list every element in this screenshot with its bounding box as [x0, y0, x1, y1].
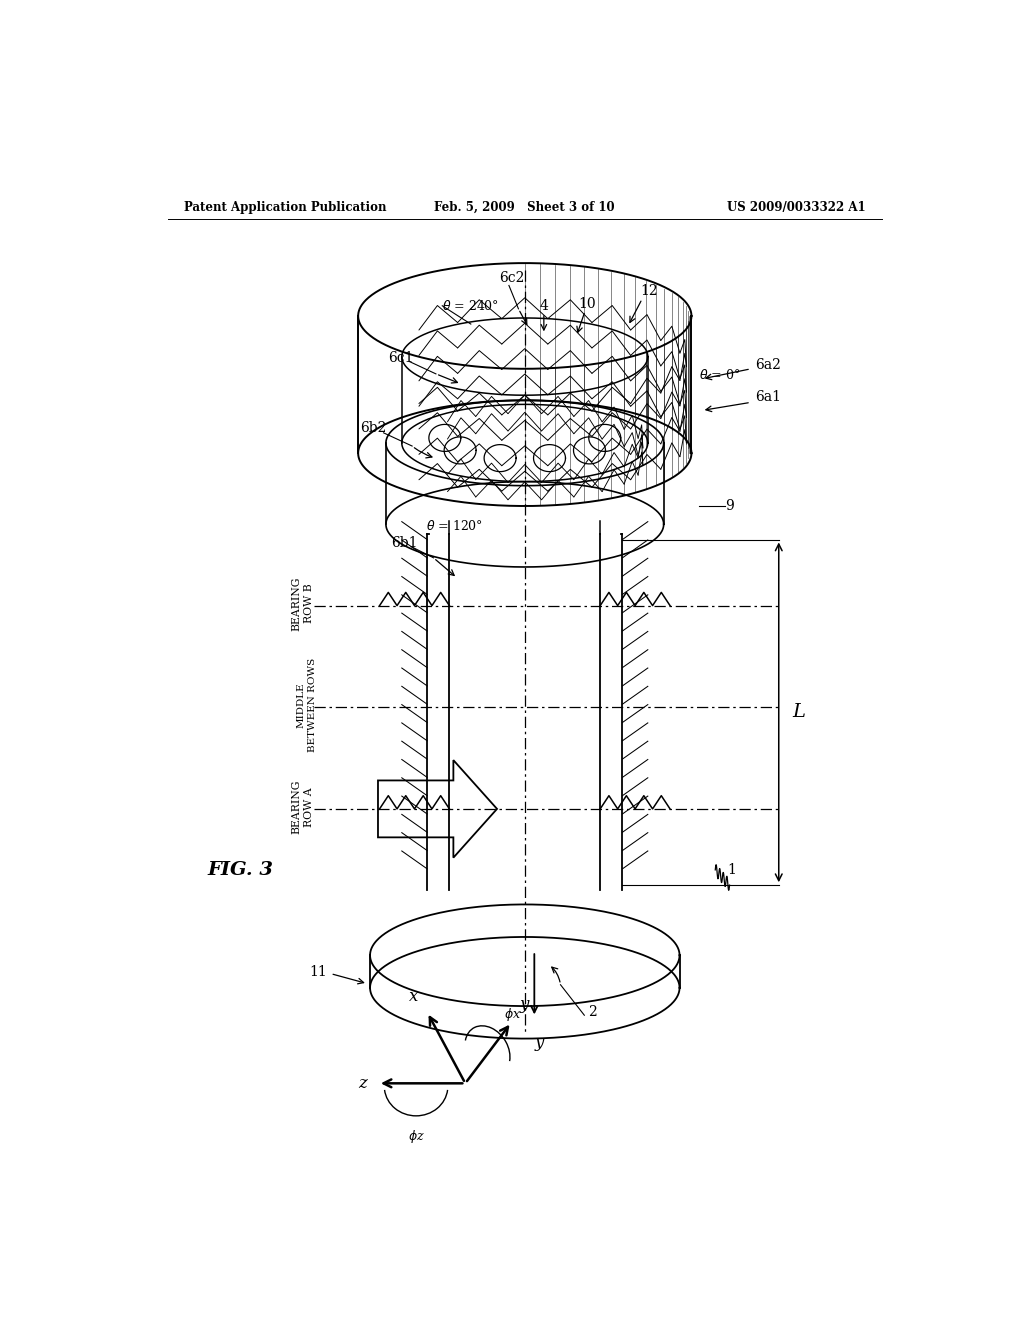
- Text: 4: 4: [539, 298, 548, 313]
- Text: FIG. 3: FIG. 3: [207, 861, 273, 879]
- Text: 6c2: 6c2: [500, 272, 524, 285]
- Text: Patent Application Publication: Patent Application Publication: [183, 201, 386, 214]
- Text: 11: 11: [309, 965, 327, 978]
- Text: $\theta$ = 120°: $\theta$ = 120°: [426, 519, 482, 533]
- Text: $\theta$ = 240°: $\theta$ = 240°: [442, 298, 500, 313]
- Text: L: L: [793, 704, 805, 721]
- Text: z: z: [357, 1074, 367, 1092]
- Text: 1: 1: [727, 863, 736, 876]
- Text: 6a2: 6a2: [755, 358, 781, 372]
- Text: BEARING
ROW B: BEARING ROW B: [292, 577, 313, 631]
- Text: 10: 10: [579, 297, 596, 310]
- Text: 9: 9: [726, 499, 734, 513]
- Text: $\phi$x: $\phi$x: [505, 1006, 521, 1023]
- Text: BEARING
ROW A: BEARING ROW A: [292, 780, 313, 834]
- Text: y: y: [520, 995, 529, 1012]
- Text: 6c1: 6c1: [388, 351, 414, 364]
- Text: Feb. 5, 2009   Sheet 3 of 10: Feb. 5, 2009 Sheet 3 of 10: [434, 201, 615, 214]
- Text: y: y: [535, 1034, 544, 1051]
- Text: MIDDLE
BETWEEN ROWS: MIDDLE BETWEEN ROWS: [297, 659, 316, 752]
- Text: 6a1: 6a1: [755, 391, 781, 404]
- Text: 6b1: 6b1: [391, 536, 418, 549]
- Text: 2: 2: [588, 1005, 597, 1019]
- Polygon shape: [378, 760, 497, 858]
- Text: 6b2: 6b2: [360, 421, 387, 434]
- Text: $\theta$ = 0°: $\theta$ = 0°: [699, 368, 740, 381]
- Text: US 2009/0033322 A1: US 2009/0033322 A1: [727, 201, 866, 214]
- Text: 12: 12: [640, 284, 657, 297]
- Text: $\phi$z: $\phi$z: [408, 1127, 425, 1144]
- Text: x: x: [409, 989, 419, 1006]
